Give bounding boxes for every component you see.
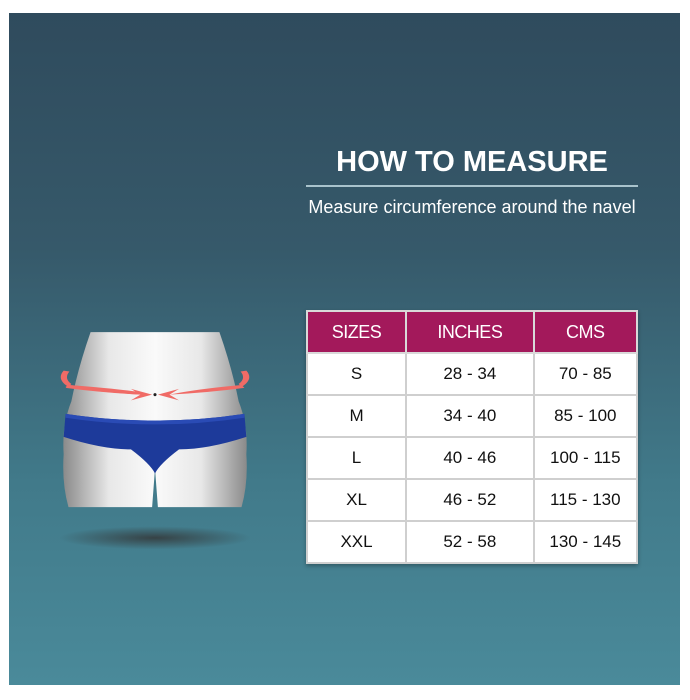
table-row: L 40 - 46 100 - 115 — [305, 436, 639, 480]
instruction-text: Measure circumference around the navel — [308, 197, 636, 217]
header-inches: INCHES — [405, 310, 535, 354]
size-cell: L — [305, 436, 408, 480]
divider — [306, 185, 638, 187]
table-row: XL 46 - 52 115 - 130 — [305, 478, 639, 522]
cms-cell: 115 - 130 — [532, 478, 639, 522]
cms-cell: 100 - 115 — [532, 436, 639, 480]
table-header-row: SIZES INCHES CMS — [305, 310, 639, 354]
size-cell: XL — [305, 478, 408, 522]
inches-cell: 34 - 40 — [405, 394, 535, 438]
header-sizes: SIZES — [305, 310, 408, 354]
size-cell: XXL — [305, 520, 408, 564]
inches-cell: 28 - 34 — [405, 352, 535, 396]
table-row: M 34 - 40 85 - 100 — [305, 394, 639, 438]
size-cell: S — [305, 352, 408, 396]
cms-cell: 85 - 100 — [532, 394, 639, 438]
table-row: XXL 52 - 58 130 - 145 — [305, 520, 639, 564]
waist-measurement-figure-icon — [58, 332, 252, 550]
page-title: HOW TO MEASURE — [336, 146, 608, 178]
cms-cell: 130 - 145 — [532, 520, 639, 564]
cms-cell: 70 - 85 — [532, 352, 639, 396]
header-cms: CMS — [532, 310, 639, 354]
inches-cell: 52 - 58 — [405, 520, 535, 564]
table-row: S 28 - 34 70 - 85 — [305, 352, 639, 396]
inches-cell: 40 - 46 — [405, 436, 535, 480]
inches-cell: 46 - 52 — [405, 478, 535, 522]
size-cell: M — [305, 394, 408, 438]
size-chart-table: SIZES INCHES CMS S 28 - 34 70 - 85 M 34 … — [305, 310, 639, 564]
